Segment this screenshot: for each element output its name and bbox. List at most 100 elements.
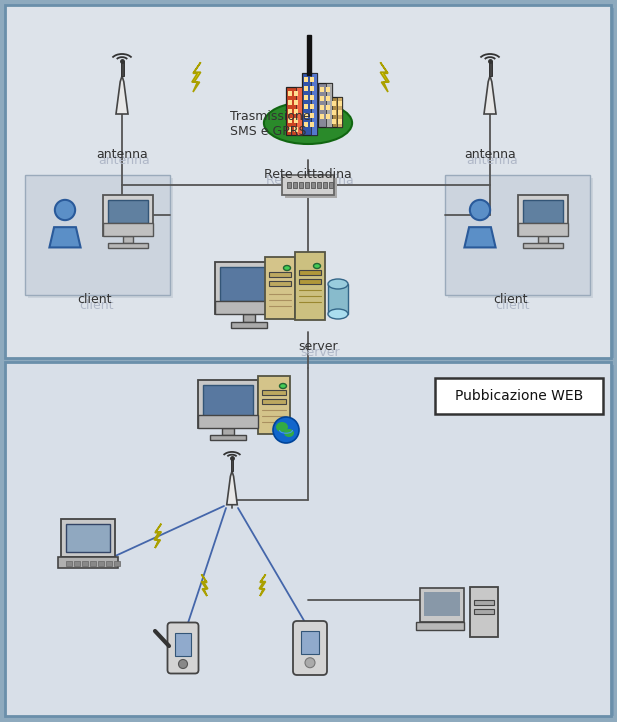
- Ellipse shape: [283, 266, 291, 271]
- Bar: [175, 633, 191, 656]
- Bar: [285, 178, 337, 198]
- Bar: [294, 118, 298, 123]
- Bar: [302, 73, 317, 135]
- Polygon shape: [380, 62, 389, 92]
- Text: server: server: [300, 346, 340, 359]
- Bar: [98, 561, 104, 566]
- Bar: [288, 91, 292, 96]
- Ellipse shape: [280, 383, 286, 388]
- Bar: [220, 267, 278, 301]
- Bar: [307, 35, 311, 75]
- Bar: [262, 390, 286, 395]
- Bar: [269, 272, 291, 277]
- Bar: [332, 110, 336, 115]
- Bar: [310, 104, 314, 109]
- Bar: [107, 199, 149, 222]
- Bar: [304, 86, 308, 91]
- Bar: [305, 182, 309, 188]
- Bar: [310, 113, 314, 118]
- Bar: [210, 435, 246, 440]
- Bar: [108, 243, 148, 248]
- Bar: [326, 83, 332, 127]
- Bar: [222, 428, 234, 435]
- Bar: [332, 101, 336, 106]
- Bar: [66, 524, 110, 552]
- Text: Trasmissione
SMS e GPRS: Trasmissione SMS e GPRS: [230, 110, 310, 138]
- Bar: [326, 87, 330, 92]
- Text: client: client: [495, 299, 529, 312]
- Bar: [294, 100, 298, 105]
- Bar: [416, 622, 464, 630]
- Bar: [294, 127, 298, 132]
- Text: antenna: antenna: [96, 148, 148, 161]
- Polygon shape: [116, 76, 128, 114]
- Bar: [304, 113, 308, 118]
- Ellipse shape: [276, 422, 288, 432]
- Bar: [295, 252, 325, 320]
- Ellipse shape: [264, 102, 352, 144]
- Bar: [474, 609, 494, 614]
- Polygon shape: [192, 62, 201, 92]
- Bar: [311, 73, 317, 135]
- Bar: [102, 222, 154, 235]
- Bar: [299, 182, 303, 188]
- Text: server: server: [298, 340, 338, 353]
- Bar: [215, 262, 283, 314]
- Bar: [435, 378, 603, 414]
- Polygon shape: [465, 227, 495, 248]
- Polygon shape: [49, 227, 81, 248]
- Bar: [338, 101, 342, 106]
- Bar: [320, 96, 324, 101]
- Bar: [310, 86, 314, 91]
- Ellipse shape: [328, 279, 348, 289]
- Bar: [304, 104, 308, 109]
- Text: client: client: [78, 293, 112, 306]
- Bar: [198, 380, 258, 428]
- Bar: [317, 182, 321, 188]
- Bar: [258, 376, 290, 434]
- Bar: [243, 314, 255, 322]
- FancyBboxPatch shape: [167, 622, 199, 674]
- Bar: [288, 109, 292, 114]
- Bar: [518, 194, 568, 235]
- Polygon shape: [259, 575, 265, 596]
- Bar: [288, 127, 292, 132]
- Bar: [310, 77, 314, 82]
- Bar: [198, 415, 258, 428]
- Bar: [608, 365, 614, 716]
- Bar: [523, 199, 563, 222]
- Text: client: client: [80, 299, 114, 312]
- Bar: [82, 561, 88, 566]
- Ellipse shape: [313, 264, 320, 269]
- Bar: [318, 83, 332, 127]
- Bar: [538, 235, 548, 243]
- Bar: [114, 561, 120, 566]
- Bar: [323, 182, 327, 188]
- Bar: [5, 362, 611, 716]
- Bar: [231, 458, 233, 471]
- Bar: [215, 301, 283, 314]
- Bar: [123, 235, 133, 243]
- Bar: [523, 243, 563, 248]
- Bar: [61, 519, 115, 557]
- Bar: [5, 5, 611, 358]
- Bar: [286, 87, 302, 135]
- Bar: [282, 175, 334, 195]
- Text: Pubbicazione WEB: Pubbicazione WEB: [455, 389, 583, 403]
- Ellipse shape: [305, 658, 315, 668]
- Bar: [311, 182, 315, 188]
- Ellipse shape: [273, 417, 299, 443]
- Bar: [608, 8, 614, 358]
- Bar: [299, 279, 321, 284]
- Bar: [330, 97, 342, 127]
- Bar: [25, 175, 170, 295]
- Bar: [296, 87, 302, 135]
- Text: Rete cittadina: Rete cittadina: [266, 174, 354, 187]
- Polygon shape: [226, 471, 238, 505]
- Bar: [320, 105, 324, 110]
- Bar: [518, 222, 568, 235]
- Ellipse shape: [178, 659, 188, 669]
- Bar: [445, 175, 590, 295]
- Bar: [262, 399, 286, 404]
- Bar: [326, 114, 330, 119]
